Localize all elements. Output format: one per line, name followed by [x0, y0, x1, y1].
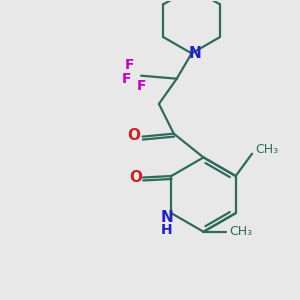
Text: N: N: [189, 46, 202, 61]
Text: F: F: [136, 79, 146, 93]
Text: O: O: [129, 170, 142, 185]
Text: F: F: [124, 58, 134, 72]
Text: H: H: [161, 223, 173, 236]
Text: CH₃: CH₃: [255, 143, 278, 156]
Text: F: F: [122, 72, 131, 86]
Text: CH₃: CH₃: [229, 225, 252, 238]
Text: N: N: [160, 210, 173, 225]
Text: O: O: [128, 128, 141, 142]
